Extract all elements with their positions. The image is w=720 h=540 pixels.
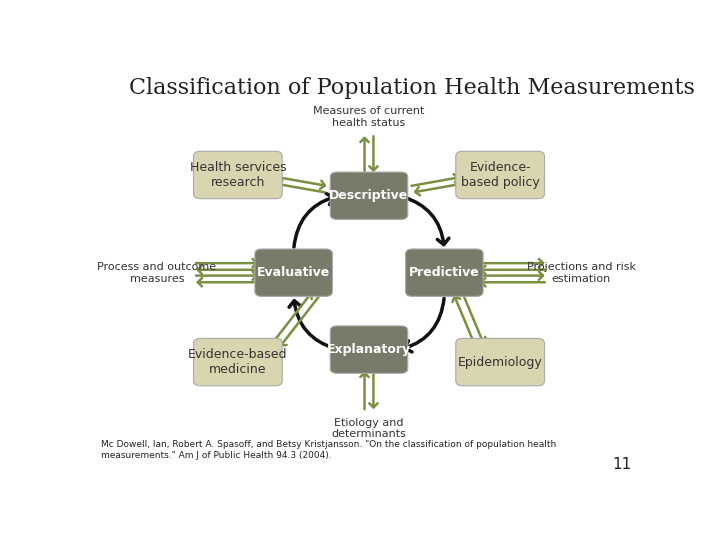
Text: 11: 11	[612, 457, 631, 472]
Text: Explanatory: Explanatory	[327, 343, 411, 356]
Text: Epidemiology: Epidemiology	[458, 356, 542, 369]
Text: Evidence-based
medicine: Evidence-based medicine	[188, 348, 287, 376]
FancyBboxPatch shape	[456, 151, 544, 199]
FancyBboxPatch shape	[255, 249, 333, 296]
Text: Predictive: Predictive	[409, 266, 480, 279]
FancyBboxPatch shape	[405, 249, 483, 296]
Text: Etiology and
determinants: Etiology and determinants	[332, 418, 406, 440]
Text: Health services
research: Health services research	[189, 161, 286, 189]
Text: Evidence-
based policy: Evidence- based policy	[461, 161, 539, 189]
Text: Process and outcome
measures: Process and outcome measures	[97, 262, 217, 284]
Text: Evaluative: Evaluative	[257, 266, 330, 279]
Text: Descriptive: Descriptive	[329, 190, 409, 202]
Text: Mc Dowell, Ian, Robert A. Spasoff, and Betsy Kristjansson. "On the classificatio: Mc Dowell, Ian, Robert A. Spasoff, and B…	[101, 441, 557, 460]
FancyBboxPatch shape	[456, 339, 544, 386]
Text: Projections and risk
estimation: Projections and risk estimation	[526, 262, 636, 284]
FancyBboxPatch shape	[330, 172, 408, 219]
FancyBboxPatch shape	[194, 151, 282, 199]
Text: Classification of Population Health Measurements: Classification of Population Health Meas…	[129, 77, 695, 99]
FancyBboxPatch shape	[330, 326, 408, 373]
FancyBboxPatch shape	[194, 339, 282, 386]
Text: Measures of current
health status: Measures of current health status	[313, 106, 425, 127]
